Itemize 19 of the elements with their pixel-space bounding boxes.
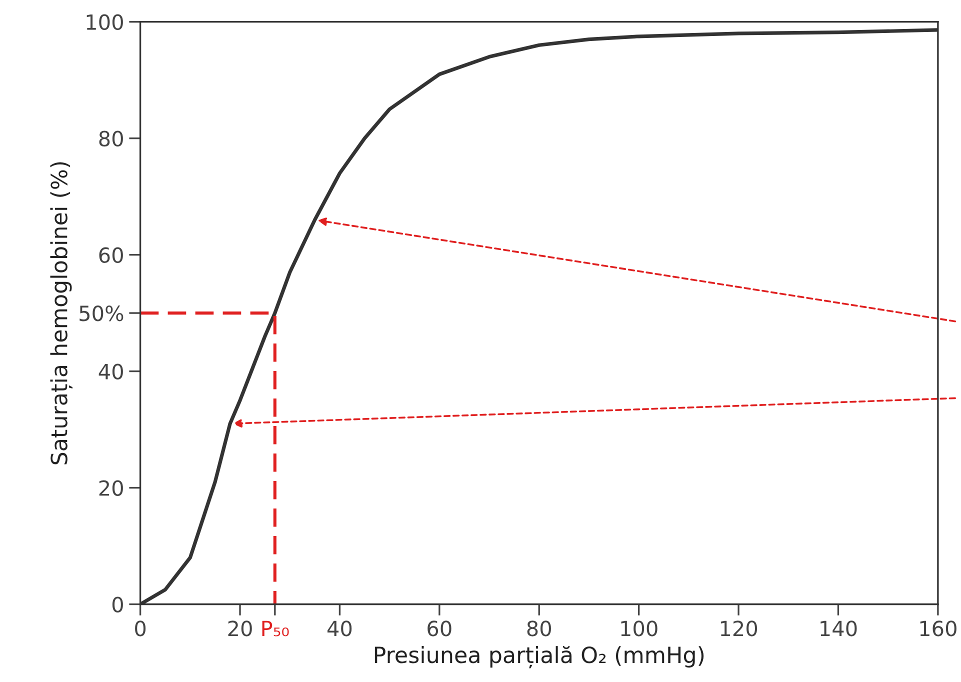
x-tick-label: 120 <box>720 620 758 636</box>
x-tick-label: 140 <box>820 620 857 636</box>
x-tick-label: 160 <box>920 620 956 636</box>
x-tick-label: 0 <box>135 620 146 636</box>
y-tick-label: 100 <box>86 14 123 30</box>
y-tick-label: 80 <box>99 130 123 147</box>
y-axis-title: Saturația hemoglobinei (%) <box>50 162 72 464</box>
x-tick-label: 60 <box>428 620 452 636</box>
x-tick-label: 40 <box>327 620 352 636</box>
y-tick-label: 40 <box>98 364 123 380</box>
y-tick-label: 20 <box>99 480 123 496</box>
x-tick-label: 20 <box>228 620 252 636</box>
x-tick-label: 80 <box>527 620 551 636</box>
y-tick-label: 50% <box>80 305 124 322</box>
y-tick-label: 60 <box>99 247 123 264</box>
x-axis-title: Presiunea parțială O₂ (mmHg) <box>374 646 704 668</box>
y-tick-label: 0 <box>112 596 123 612</box>
x-tick-label: 100 <box>621 620 658 636</box>
x-tick-label: P₅₀ <box>262 620 289 636</box>
